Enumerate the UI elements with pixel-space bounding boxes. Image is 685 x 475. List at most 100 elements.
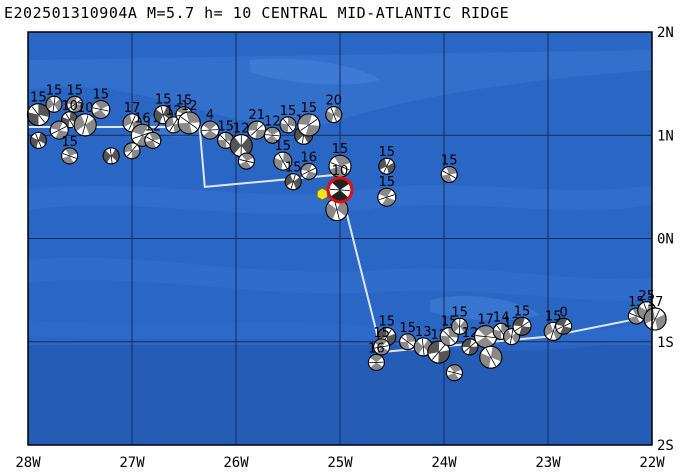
depth-label: 15: [451, 305, 468, 320]
beachball: [73, 113, 97, 137]
beachball: [29, 131, 47, 149]
depth-label: 17: [124, 101, 141, 116]
beachball: [263, 126, 281, 144]
beachball: [102, 147, 120, 165]
beachball: [91, 99, 111, 119]
depth-label: 0: [559, 305, 567, 320]
lon-tick-label: 22W: [639, 455, 665, 471]
beachball: [512, 316, 532, 336]
depth-label: 20: [325, 94, 342, 109]
depth-label: 15: [176, 94, 193, 109]
beachball: [247, 120, 267, 140]
lon-tick-label: 23W: [535, 455, 561, 471]
depth-label: 15: [332, 142, 349, 157]
beachball: [297, 113, 321, 137]
shallow-patch-3: [250, 58, 380, 85]
depth-label: 15: [30, 91, 47, 106]
depth-label: 15: [379, 145, 396, 160]
lat-tick-label: 1N: [657, 128, 674, 144]
depth-label: 15: [379, 175, 396, 190]
depth-label: 15: [379, 315, 396, 330]
beachball: [273, 151, 293, 171]
depth-label: 16: [368, 341, 385, 356]
depth-label: 15: [67, 83, 84, 98]
depth-label: 16: [134, 111, 151, 126]
shallow-patch-2: [430, 295, 540, 321]
depth-label: 10: [61, 99, 78, 114]
depth-label: 15: [280, 104, 297, 119]
lon-tick-label: 25W: [327, 455, 353, 471]
beachball: [49, 120, 69, 140]
beachball: [367, 353, 385, 371]
lat-tick-label: 2S: [657, 438, 674, 454]
depth-label: 16: [301, 150, 318, 165]
depth-label: 12: [233, 122, 250, 137]
depth-label: 15: [61, 135, 78, 150]
beachball: [643, 307, 667, 331]
depth-label: 15: [275, 139, 292, 154]
depth-label: 17: [647, 295, 664, 310]
beachball: [200, 120, 220, 140]
depth-label: 14: [493, 310, 510, 325]
beachball: [229, 134, 253, 158]
lon-tick-label: 26W: [223, 455, 249, 471]
beachball: [325, 198, 349, 222]
main-event-depth-label: 10: [332, 164, 349, 179]
beachball: [61, 147, 79, 165]
beachball: [45, 95, 63, 113]
lon-tick-label: 24W: [431, 455, 457, 471]
beachball: [328, 154, 352, 178]
map-frame: [27, 31, 653, 446]
beachball: [123, 142, 141, 160]
beachball: [153, 105, 173, 125]
depth-label: 15: [399, 321, 416, 336]
beachball: [427, 340, 451, 364]
depth-label: 15: [217, 119, 234, 134]
beachball: [461, 338, 479, 356]
beachball: [378, 157, 396, 175]
beachball: [373, 338, 391, 356]
beachball: [440, 165, 458, 183]
depth-label: 15: [155, 93, 172, 108]
beachball: [144, 131, 162, 149]
epicenter-hexagon-icon: [316, 187, 329, 201]
depth-label: 15: [514, 304, 531, 319]
lon-tick-label: 28W: [15, 455, 41, 471]
depth-label: 15: [285, 161, 302, 176]
beachball: [66, 95, 84, 113]
lon-tick-label: 27W: [119, 455, 145, 471]
depth-label: 15: [301, 101, 318, 116]
depth-label: 17: [477, 313, 494, 328]
depth-label: 15: [93, 87, 110, 102]
depth-label: 4: [206, 108, 214, 123]
depth-label: 21: [249, 108, 266, 123]
depth-label: 15: [441, 153, 458, 168]
main-event-ring: [326, 176, 354, 204]
beachball: [377, 187, 397, 207]
beachball: [325, 106, 343, 124]
beachball: [451, 317, 469, 335]
depth-label: 12: [181, 99, 198, 114]
beachball: [217, 131, 235, 149]
depth-label: 25: [639, 289, 656, 304]
beachball: [479, 345, 503, 369]
main-event: 10: [316, 164, 354, 204]
depth-label: 15: [373, 326, 390, 341]
lat-tick-label: 1S: [657, 335, 674, 351]
axis-ticks: 2N 1N 0N 1S 2S 28W 27W 26W 25W 24W 23W 22W: [15, 25, 674, 471]
beachball: [177, 111, 201, 135]
beachball: [300, 162, 318, 180]
beachball: [555, 317, 573, 335]
beachball: [237, 152, 255, 170]
beachball: [445, 364, 463, 382]
lat-tick-label: 0N: [657, 232, 674, 248]
depth-label: 13: [415, 325, 432, 340]
depth-label: 15: [46, 83, 63, 98]
depth-label: 12: [145, 119, 162, 134]
depth-label: 12: [264, 114, 281, 129]
beachball: [399, 333, 417, 351]
lat-tick-label: 2N: [657, 25, 674, 41]
beachball: [165, 116, 183, 134]
